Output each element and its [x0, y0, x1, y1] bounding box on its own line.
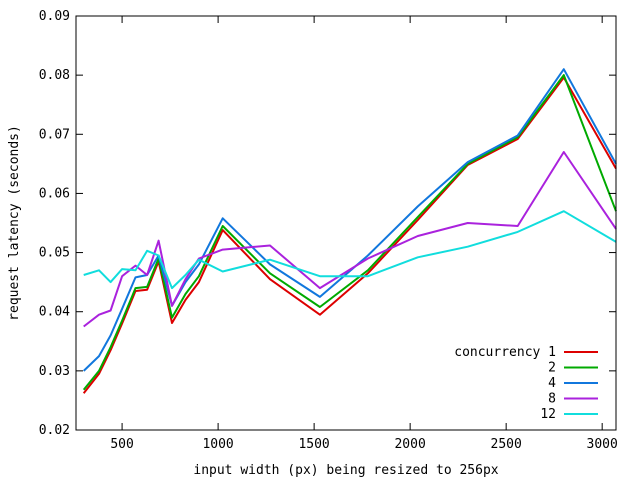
- y-tick-label: 0.08: [39, 68, 70, 83]
- legend-label-1: concurrency 1: [454, 345, 556, 360]
- x-axis-label: input width (px) being resized to 256px: [193, 463, 498, 478]
- tick-layer: 500 1000 1500 2000 2500 3000 0.02 0.03 0.04 0.05 0…: [39, 9, 618, 452]
- series-line-4: [83, 151, 617, 328]
- legend-label-2: 2: [548, 361, 556, 376]
- y-tick-label: 0.03: [39, 364, 70, 379]
- series-line-2: [82, 74, 617, 391]
- series-layer: [82, 68, 617, 394]
- x-tick-label: 1500: [298, 437, 329, 452]
- legend-label-4: 8: [548, 392, 556, 407]
- y-tick-label: 0.04: [39, 305, 70, 320]
- legend-label-3: 4: [548, 376, 556, 391]
- y-tick-label: 0.06: [39, 186, 70, 201]
- x-tick-label: 500: [110, 437, 133, 452]
- y-tick-label: 0.05: [39, 246, 70, 261]
- y-tick-label: 0.07: [39, 127, 70, 142]
- series-line-5: [83, 210, 617, 290]
- y-tick-label: 0.02: [39, 423, 70, 438]
- x-tick-label: 1000: [202, 437, 233, 452]
- x-tick-label: 2000: [394, 437, 425, 452]
- y-tick-label: 0.09: [39, 9, 70, 24]
- plot-frame: [75, 15, 617, 431]
- legend-label-5: 12: [540, 407, 556, 422]
- x-tick-label: 3000: [587, 437, 618, 452]
- series-line-3: [83, 68, 617, 372]
- x-tick-label: 2500: [491, 437, 522, 452]
- y-axis-label: request latency (seconds): [7, 125, 22, 321]
